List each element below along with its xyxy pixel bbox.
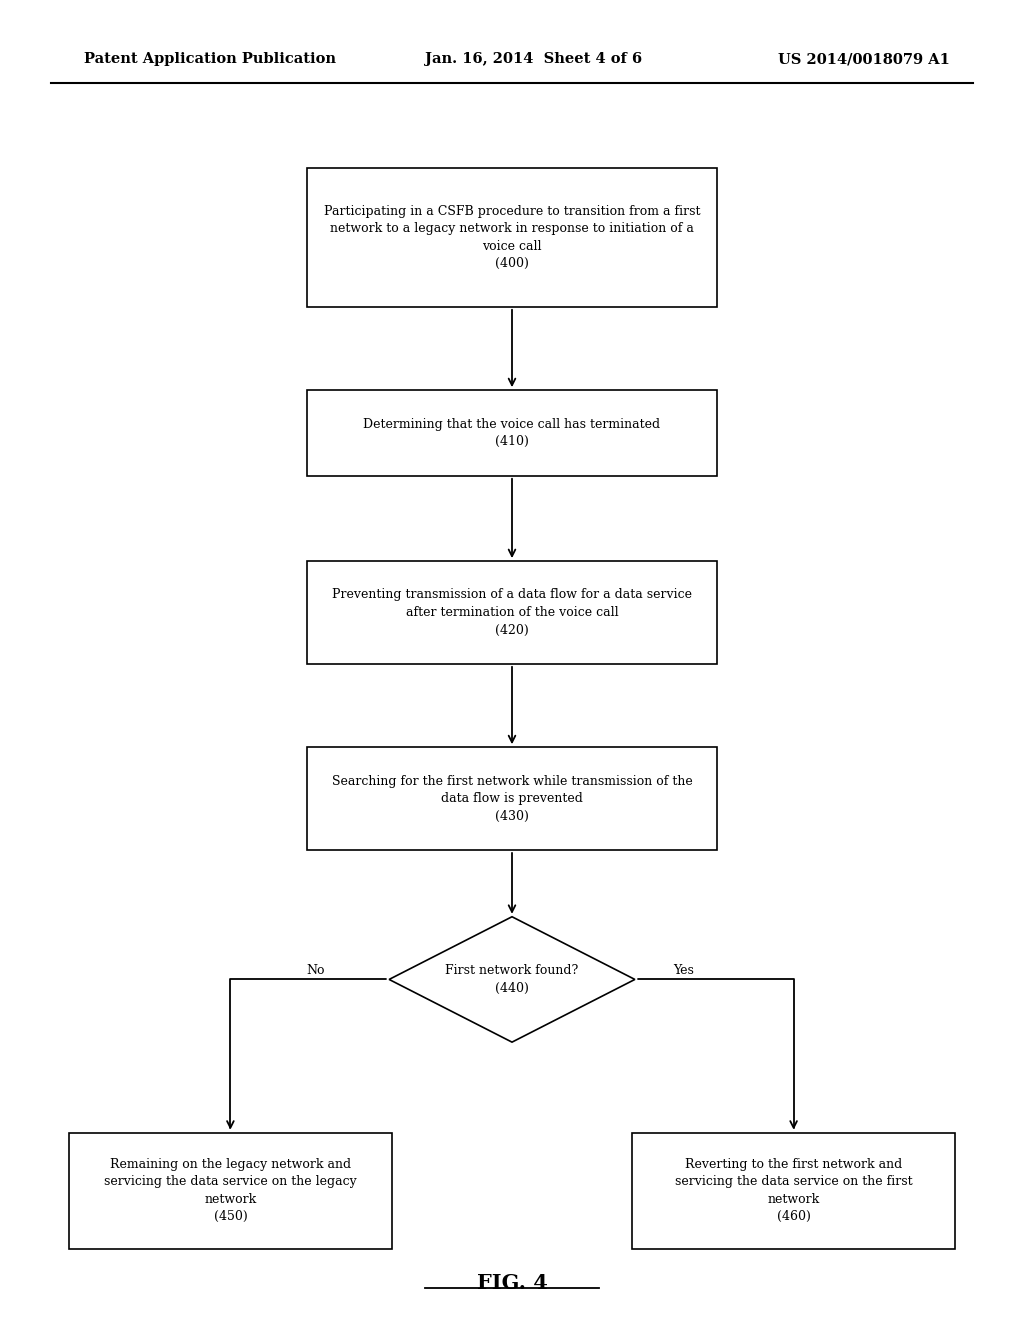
- Text: Preventing transmission of a data flow for a data service
after termination of t: Preventing transmission of a data flow f…: [332, 589, 692, 636]
- Text: Jan. 16, 2014  Sheet 4 of 6: Jan. 16, 2014 Sheet 4 of 6: [425, 53, 642, 66]
- Text: US 2014/0018079 A1: US 2014/0018079 A1: [778, 53, 950, 66]
- Text: Searching for the first network while transmission of the
data flow is prevented: Searching for the first network while tr…: [332, 775, 692, 822]
- Text: Participating in a CSFB procedure to transition from a first
network to a legacy: Participating in a CSFB procedure to tra…: [324, 205, 700, 271]
- Text: Reverting to the first network and
servicing the data service on the first
netwo: Reverting to the first network and servi…: [675, 1158, 912, 1224]
- Text: No: No: [306, 964, 325, 977]
- FancyBboxPatch shape: [633, 1133, 955, 1249]
- FancyBboxPatch shape: [307, 389, 717, 475]
- FancyBboxPatch shape: [307, 747, 717, 850]
- Polygon shape: [389, 916, 635, 1043]
- FancyBboxPatch shape: [307, 561, 717, 664]
- Text: Remaining on the legacy network and
servicing the data service on the legacy
net: Remaining on the legacy network and serv…: [104, 1158, 356, 1224]
- FancyBboxPatch shape: [307, 169, 717, 308]
- Text: Determining that the voice call has terminated
(410): Determining that the voice call has term…: [364, 417, 660, 449]
- Text: Yes: Yes: [674, 964, 694, 977]
- Text: FIG. 4: FIG. 4: [476, 1272, 548, 1294]
- FancyBboxPatch shape: [70, 1133, 391, 1249]
- Text: Patent Application Publication: Patent Application Publication: [84, 53, 336, 66]
- Text: First network found?
(440): First network found? (440): [445, 964, 579, 995]
